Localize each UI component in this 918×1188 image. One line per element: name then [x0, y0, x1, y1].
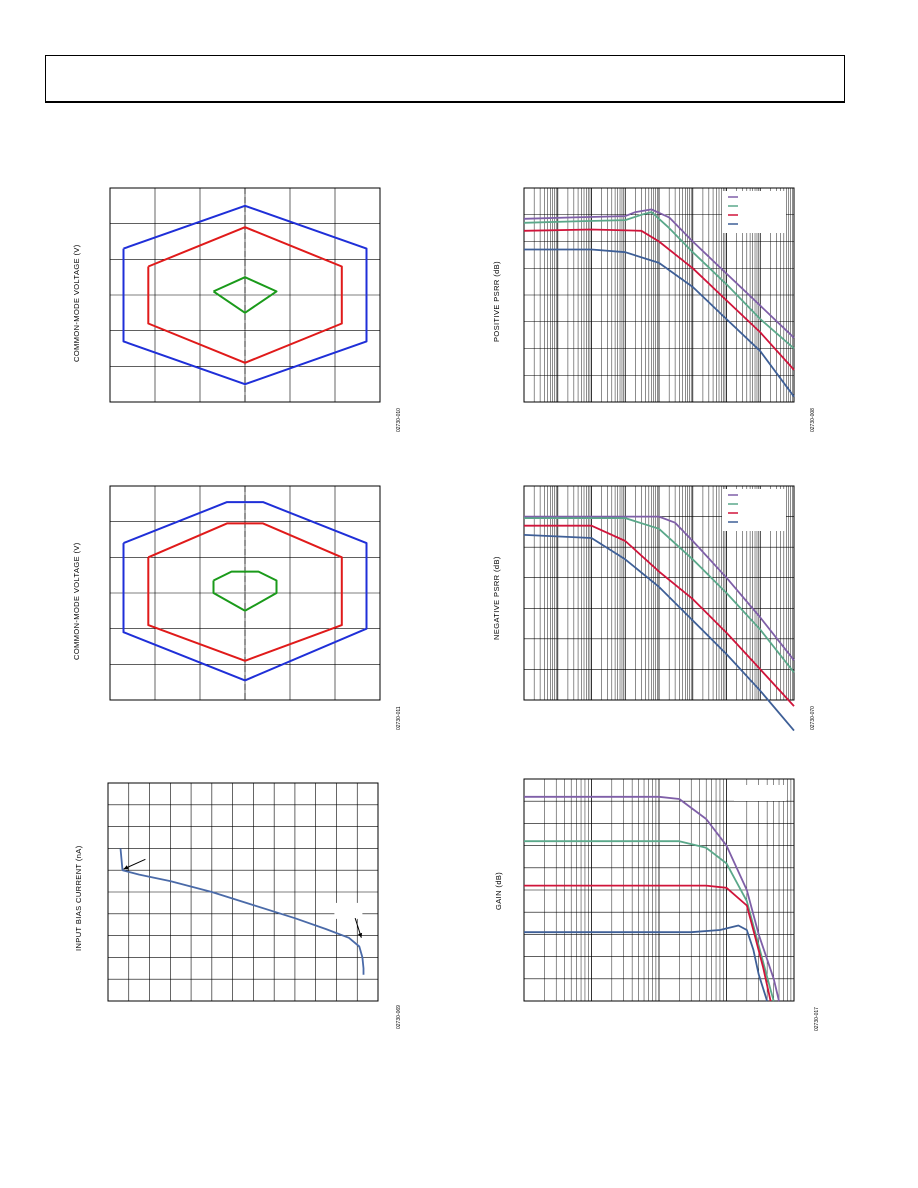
negative-psrr-chart-ylabel: NEGATIVE PSRR (dB): [492, 556, 501, 640]
cm1-series-3: [212, 276, 278, 314]
page-header-box: [45, 55, 845, 103]
cm-voltage-chart-1: COMMON-MODE VOLTAGE (V) 02730-010: [60, 180, 420, 440]
ppsrr-series-3: [523, 228, 795, 371]
cm2-frame: [109, 485, 381, 701]
gain-legend-box: [734, 785, 786, 801]
npsrr-legend-box: [722, 489, 786, 531]
npsrr-series-3: [524, 524, 795, 707]
cm-voltage-chart-1-ylabel: COMMON-MODE VOLTAGE (V): [72, 244, 81, 362]
gain-chart-figid: 02730-017: [814, 1007, 820, 1031]
gain-series-2: [524, 840, 775, 1002]
ppsrr-legend-box: [722, 191, 786, 233]
npsrr-series-2: [524, 517, 795, 674]
negative-psrr-chart-plot: [523, 485, 795, 732]
cm1-series-1: [122, 204, 368, 386]
input-bias-current-chart: INPUT BIAS CURRENT (nA) 02730-069: [60, 775, 420, 1040]
npsrr-series-1: [524, 515, 795, 661]
input-bias-current-chart-figid: 02730-069: [396, 1005, 402, 1029]
ibias-arrowhead-1: [123, 865, 129, 870]
cm2-series-2: [147, 522, 343, 662]
ppsrr-series-2: [523, 211, 795, 350]
positive-psrr-chart-figid: 02730-008: [810, 408, 816, 432]
cm-voltage-chart-1-plot: [109, 187, 381, 403]
gain-frame: [523, 778, 795, 1002]
cm-voltage-chart-2-figid: 02730-011: [396, 706, 402, 730]
input-bias-current-chart-plot: [107, 782, 379, 1002]
cm-voltage-chart-2-plot: [109, 485, 381, 701]
ibias-annotation-box: [334, 902, 363, 919]
cm-voltage-chart-1-figid: 02730-010: [396, 408, 402, 432]
cm1-frame: [109, 187, 381, 403]
ibias-arrowhead-2: [357, 932, 363, 938]
ppsrr-series-4: [524, 248, 795, 398]
npsrr-frame: [523, 485, 795, 701]
gain-chart: GAIN (dB) 02730-017: [480, 775, 840, 1040]
gain-series-1: [524, 795, 780, 1002]
cm1-series-2: [147, 226, 343, 364]
cm-voltage-chart-2-ylabel: COMMON-MODE VOLTAGE (V): [72, 542, 81, 660]
cm-voltage-chart-2: COMMON-MODE VOLTAGE (V) 02730-011: [60, 478, 420, 740]
positive-psrr-chart-ylabel: POSITIVE PSRR (dB): [492, 261, 501, 342]
input-bias-current-chart-ylabel: INPUT BIAS CURRENT (nA): [74, 845, 83, 951]
ppsrr-series-1: [523, 208, 795, 339]
gain-chart-plot: [523, 778, 795, 1002]
npsrr-series-4: [523, 534, 795, 732]
ibias-series-1: [119, 848, 365, 975]
cm2-series-3: [212, 570, 278, 612]
negative-psrr-chart: NEGATIVE PSRR (dB) 02730-070: [480, 478, 840, 740]
positive-psrr-chart-plot: [523, 187, 795, 403]
ppsrr-frame: [523, 187, 795, 403]
negative-psrr-chart-figid: 02730-070: [810, 706, 816, 730]
ibias-frame: [107, 782, 379, 1002]
gain-series-3: [524, 884, 772, 1002]
cm2-series-1: [122, 501, 368, 682]
gain-series-4: [524, 924, 768, 1002]
gain-chart-ylabel: GAIN (dB): [494, 871, 503, 910]
positive-psrr-chart: POSITIVE PSRR (dB) 02730-008: [480, 180, 840, 440]
